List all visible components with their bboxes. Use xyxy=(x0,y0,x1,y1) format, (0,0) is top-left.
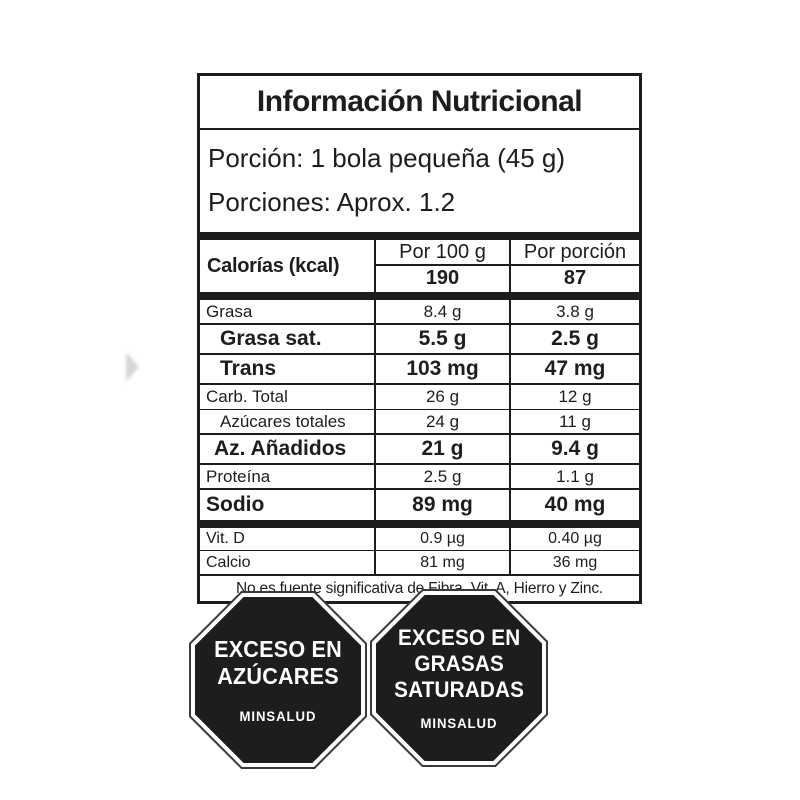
column-header-per-portion: Por porción xyxy=(509,240,639,266)
warning-seal-grasas-saturadas: EXCESO EN GRASAS SATURADAS MINSALUD xyxy=(370,589,548,767)
nutrient-per-portion: 3.8 g xyxy=(509,300,639,323)
nutrient-per-portion: 11 g xyxy=(509,410,639,433)
seal-line: EXCESO EN xyxy=(214,636,342,662)
footnote-row: No es fuente significativa de Fibra, Vit… xyxy=(200,574,639,601)
nutrient-name: Calcio xyxy=(206,553,251,571)
nutrient-name: Carb. Total xyxy=(206,387,288,406)
calories-section: Calorías (kcal) Por 100 g Por porción 19… xyxy=(200,240,639,292)
table-row-proteina: Proteína 2.5 g 1.1 g xyxy=(200,465,639,490)
seal-line: AZÚCARES xyxy=(217,663,339,689)
table-row-sodio: Sodio 89 mg 40 mg xyxy=(200,490,639,520)
table-row-grasa-sat: Grasa sat. 5.5 g 2.5 g xyxy=(200,325,639,355)
nutrient-name: Vit. D xyxy=(206,530,245,547)
nutrition-title-row: Información Nutricional xyxy=(200,76,639,130)
nutrient-name: Azúcares totales xyxy=(220,411,346,431)
nutrient-per-portion: 1.1 g xyxy=(509,465,639,488)
nutrient-per-100g: 21 g xyxy=(374,435,509,463)
seal-line: SATURADAS xyxy=(394,677,524,702)
nutrition-title: Información Nutricional xyxy=(256,85,583,118)
nutrient-name: Sodio xyxy=(206,493,265,516)
column-header-per-100g: Por 100 g xyxy=(374,240,509,266)
carousel-next-arrow-icon[interactable] xyxy=(126,352,139,382)
nutrient-per-portion: 40 mg xyxy=(509,490,639,520)
table-row-grasa: Grasa 8.4 g 3.8 g xyxy=(200,300,639,325)
nutrient-name: Grasa sat. xyxy=(220,327,322,350)
nutrition-facts-panel: Información Nutricional Porción: 1 bola … xyxy=(197,73,642,604)
seal-line: EXCESO EN xyxy=(397,625,521,650)
calories-per-portion: 87 xyxy=(509,266,639,292)
table-row-trans: Trans 103 mg 47 mg xyxy=(200,355,639,385)
table-row-azucares-totales: Azúcares totales 24 g 11 g xyxy=(200,410,639,435)
thick-divider xyxy=(200,292,639,300)
nutrient-per-100g: 0.9 µg xyxy=(374,528,509,550)
warning-seal-azucares: EXCESO EN AZÚCARES MINSALUD xyxy=(189,591,367,769)
nutrient-per-100g: 103 mg xyxy=(374,355,509,383)
seal-text: EXCESO EN AZÚCARES xyxy=(214,636,342,690)
octagon-fill: EXCESO EN AZÚCARES MINSALUD xyxy=(195,597,361,763)
octagon-fill: EXCESO EN GRASAS SATURADAS MINSALUD xyxy=(376,595,542,761)
nutrient-name: Proteína xyxy=(206,466,271,486)
nutrient-per-100g: 5.5 g xyxy=(374,325,509,353)
nutrient-per-100g: 24 g xyxy=(374,410,509,433)
thick-divider xyxy=(200,232,639,240)
calories-label: Calorías (kcal) xyxy=(207,254,340,277)
seal-line: GRASAS xyxy=(414,651,504,676)
table-row-carb-total: Carb. Total 26 g 12 g xyxy=(200,385,639,410)
nutrient-per-100g: 26 g xyxy=(374,385,509,409)
nutrient-per-100g: 81 mg xyxy=(374,551,509,574)
portion-size: Porción: 1 bola pequeña (45 g) xyxy=(208,143,566,173)
nutrient-per-portion: 0.40 µg xyxy=(509,528,639,550)
table-row-vit-d: Vit. D 0.9 µg 0.40 µg xyxy=(200,528,639,551)
nutrient-per-portion: 12 g xyxy=(509,385,639,409)
table-row-az-anadidos: Az. Añadidos 21 g 9.4 g xyxy=(200,435,639,465)
nutrient-per-portion: 47 mg xyxy=(509,355,639,383)
nutrient-per-100g: 89 mg xyxy=(374,490,509,520)
nutrient-name: Trans xyxy=(220,357,277,380)
nutrient-per-portion: 9.4 g xyxy=(509,435,639,463)
seal-authority: MINSALUD xyxy=(239,708,317,724)
seal-authority: MINSALUD xyxy=(420,715,498,731)
portion-block: Porción: 1 bola pequeña (45 g) Porciones… xyxy=(200,130,639,232)
nutrient-per-portion: 2.5 g xyxy=(509,325,639,353)
seal-text: EXCESO EN GRASAS SATURADAS xyxy=(394,625,524,703)
thick-divider xyxy=(200,520,639,528)
footnote-text: No es fuente significativa de Fibra, Vit… xyxy=(236,579,603,597)
calories-per-100g: 190 xyxy=(374,266,509,292)
nutrient-per-100g: 8.4 g xyxy=(374,300,509,323)
nutrient-name: Az. Añadidos xyxy=(214,437,347,460)
portions-per-container: Porciones: Aprox. 1.2 xyxy=(208,187,456,217)
nutrient-per-portion: 36 mg xyxy=(509,551,639,574)
table-row-calcio: Calcio 81 mg 36 mg xyxy=(200,551,639,574)
nutrient-per-100g: 2.5 g xyxy=(374,465,509,488)
nutrient-name: Grasa xyxy=(206,301,253,321)
